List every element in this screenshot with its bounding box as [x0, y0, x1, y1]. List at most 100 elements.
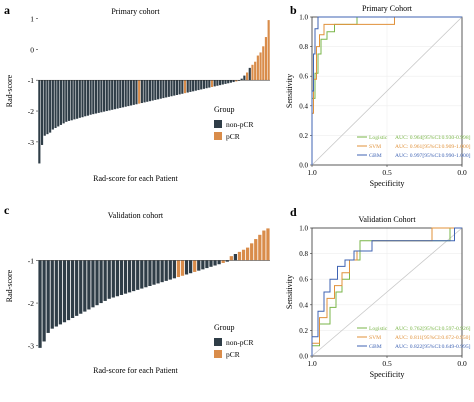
- bar: [160, 260, 164, 283]
- legend-entry: pCR: [226, 132, 240, 141]
- y-tick-label: 0.4: [299, 301, 308, 309]
- y-axis-label: Rad-score: [5, 269, 14, 302]
- bar: [165, 80, 168, 98]
- panel-title: Primary cohort: [111, 7, 160, 16]
- bar: [86, 80, 89, 116]
- bar: [245, 72, 249, 81]
- bar: [46, 80, 49, 135]
- bar: [262, 230, 266, 261]
- bar: [229, 80, 232, 83]
- bar: [205, 80, 208, 89]
- bar: [162, 80, 165, 99]
- y-tick-label: 0: [30, 45, 34, 54]
- bar: [168, 260, 172, 280]
- bar: [50, 260, 54, 329]
- bar: [245, 247, 250, 261]
- y-tick-label: 0.0: [299, 353, 308, 361]
- bar: [91, 260, 95, 308]
- legend-entry: non-pCR: [226, 338, 254, 347]
- bar: [43, 80, 46, 136]
- x-tick-label: 0.5: [382, 168, 392, 177]
- legend-entry: pCR: [226, 350, 240, 359]
- bar: [140, 260, 144, 289]
- legend-series-name: Logistic: [369, 135, 388, 141]
- y-axis-label: Sensitivity: [285, 275, 294, 309]
- bar: [216, 80, 219, 86]
- panel-title: Validation Cohort: [358, 215, 416, 224]
- y-tick-label: -1: [28, 256, 34, 265]
- legend-auc-label: AUC: 0.762[95%CI:0.597-0.926]: [395, 326, 471, 332]
- bar: [184, 260, 189, 275]
- bar: [51, 80, 54, 130]
- bar: [143, 80, 146, 103]
- bar: [217, 260, 221, 265]
- bar: [164, 260, 168, 281]
- bar: [254, 61, 257, 81]
- bar: [266, 228, 270, 261]
- bar: [119, 260, 124, 295]
- y-tick-label: -3: [28, 342, 34, 351]
- bar: [79, 260, 83, 314]
- panel-c: c Validation cohort -3 -2 -1 Rad-score Rad-sco…: [4, 203, 270, 375]
- legend-auc-label: AUC: 0.997[95%CI:0.990-1.000]: [395, 153, 471, 159]
- bar: [224, 80, 227, 84]
- bar: [237, 251, 242, 261]
- bar: [49, 80, 52, 133]
- bar: [189, 80, 192, 92]
- bar: [75, 260, 79, 316]
- y-tick-label: 1.0: [299, 225, 308, 233]
- bar: [254, 239, 258, 261]
- x-tick-label: 0.5: [382, 359, 392, 368]
- bar: [54, 260, 58, 327]
- x-axis-label: Specificity: [370, 179, 405, 188]
- bar: [170, 80, 173, 97]
- bar: [256, 55, 259, 81]
- bar: [205, 260, 209, 269]
- bar: [235, 80, 238, 82]
- y-tick-label: -1: [28, 76, 34, 85]
- y-tick-label: 0.6: [299, 73, 308, 81]
- legend-entry: non-pCR: [226, 120, 254, 129]
- bar: [146, 80, 149, 102]
- bar: [94, 80, 98, 114]
- bar: [38, 260, 42, 348]
- x-axis-label: Rad-score for each Patient: [93, 366, 178, 375]
- bar: [111, 80, 114, 110]
- legend-swatch: [214, 350, 222, 358]
- bar: [241, 249, 246, 261]
- y-tick-label: -2: [28, 107, 34, 116]
- bar: [243, 75, 246, 81]
- bar: [81, 80, 84, 118]
- bar: [99, 260, 103, 304]
- y-tick-label: 0.8: [299, 250, 308, 258]
- panel-b: b Primary Cohort 0.0 0.2 0.4 0.6 0.8 1.0 1.0 0.5 0…: [285, 3, 471, 188]
- bar: [136, 260, 140, 290]
- bar: [59, 80, 63, 125]
- bar: [132, 260, 136, 292]
- bar: [251, 64, 254, 81]
- legend-title: Group: [214, 323, 234, 332]
- bar: [54, 80, 57, 128]
- bar: [210, 80, 214, 87]
- bar: [209, 260, 213, 267]
- y-tick-label: -3: [28, 138, 34, 147]
- legend-swatch: [214, 132, 222, 140]
- bar: [108, 80, 111, 111]
- y-tick-label: 0.6: [299, 276, 308, 284]
- y-tick-label: -2: [28, 299, 34, 308]
- y-axis-label: Sensitivity: [285, 74, 294, 108]
- legend-series-name: GBM: [369, 344, 382, 350]
- bar: [175, 80, 179, 96]
- bar: [89, 80, 92, 115]
- bar: [70, 80, 73, 121]
- bar: [197, 260, 201, 271]
- bar: [229, 256, 233, 261]
- y-tick-label: 1: [30, 15, 34, 24]
- bar: [46, 260, 50, 333]
- bar: [201, 260, 205, 270]
- bar: [95, 260, 99, 306]
- bar: [73, 80, 76, 120]
- bar: [116, 80, 119, 109]
- bar: [232, 80, 235, 83]
